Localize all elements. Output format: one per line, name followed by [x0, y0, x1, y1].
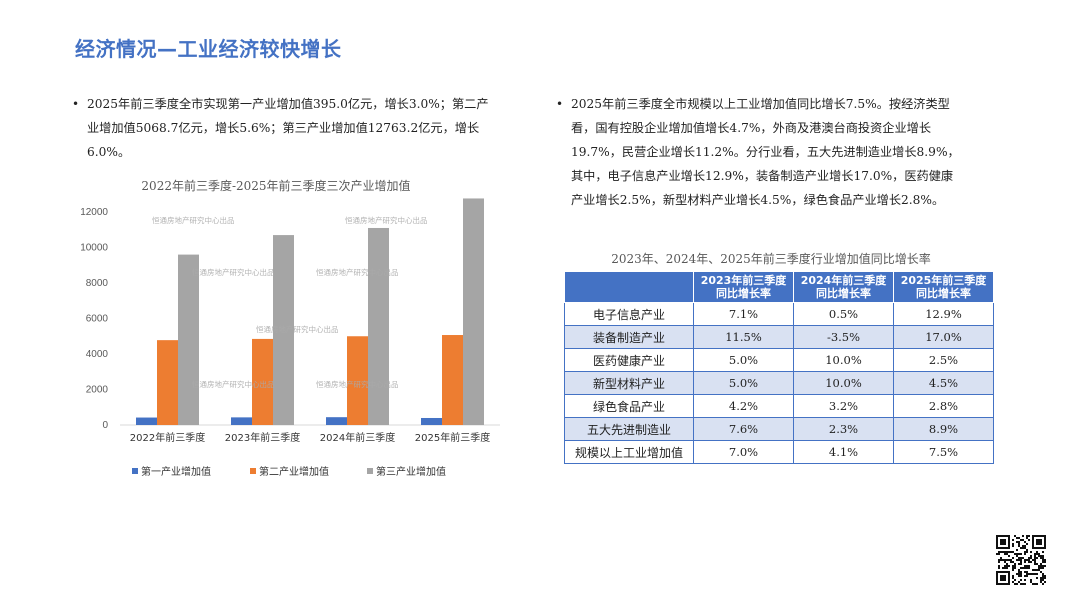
legend-swatch — [132, 468, 138, 474]
watermark-text: 恒通房地产研究中心出品 — [256, 324, 339, 334]
x-tick-label: 2022年前三季度 — [130, 431, 205, 444]
row-value: 4.5% — [893, 371, 994, 395]
bar — [442, 335, 463, 425]
row-value: 8.9% — [893, 417, 994, 441]
row-label: 新型材料产业 — [564, 371, 694, 395]
watermark-text: 恒通房地产研究中心出品 — [152, 215, 235, 225]
bar — [463, 198, 484, 425]
legend-label: 第二产业增加值 — [259, 465, 329, 478]
row-label: 电子信息产业 — [564, 302, 694, 326]
table-row: 医药健康产业 5.0% 10.0% 2.5% — [564, 348, 994, 372]
row-value: 5.0% — [693, 348, 794, 372]
row-label: 医药健康产业 — [564, 348, 694, 372]
bar — [178, 254, 199, 425]
row-value: 7.6% — [693, 417, 794, 441]
row-value: 17.0% — [893, 325, 994, 349]
bullet-right-text: 2025年前三季度全市规模以上工业增加值同比增长7.5%。按经济类型看，国有控股… — [571, 97, 960, 207]
table-row: 五大先进制造业 7.6% 2.3% 8.9% — [564, 417, 994, 441]
bar — [368, 227, 389, 425]
x-tick-label: 2024年前三季度 — [320, 431, 395, 444]
table-row: 规模以上工业增加值 7.0% 4.1% 7.5% — [564, 440, 994, 464]
table-header-cell — [564, 271, 694, 303]
table-header-row: 2023年前三季度 同比增长率 2024年前三季度 同比增长率 2025年前三季度 同比增… — [564, 271, 994, 303]
row-label: 五大先进制造业 — [564, 417, 694, 441]
row-value: 12.9% — [893, 302, 994, 326]
row-value: -3.5% — [793, 325, 894, 349]
row-value: 7.5% — [893, 440, 994, 464]
bar — [273, 235, 294, 425]
watermark-text: 恒通房地产研究中心出品 — [192, 379, 275, 389]
row-value: 11.5% — [693, 325, 794, 349]
row-value: 5.0% — [693, 371, 794, 395]
y-tick-label: 10000 — [80, 243, 108, 254]
table-row: 新型材料产业 5.0% 10.0% 4.5% — [564, 371, 994, 395]
bullet-dot: • — [556, 97, 564, 111]
y-tick-label: 2000 — [86, 385, 109, 396]
table-header-cell: 2024年前三季度 同比增长率 — [793, 271, 894, 303]
row-value: 3.2% — [793, 394, 894, 418]
bar — [347, 336, 368, 425]
bar — [157, 340, 178, 425]
table-header-cell: 2025年前三季度 同比增长率 — [893, 271, 994, 303]
bar — [231, 417, 252, 425]
y-tick-label: 4000 — [86, 349, 109, 360]
row-value: 10.0% — [793, 371, 894, 395]
legend-swatch — [250, 468, 256, 474]
bullet-left: • 2025年前三季度全市实现第一产业增加值395.0亿元，增长3.0%；第二产… — [72, 92, 497, 164]
y-tick-label: 8000 — [86, 278, 109, 289]
bar — [252, 338, 273, 425]
bar — [326, 417, 347, 425]
table-title: 2023年、2024年、2025年前三季度行业增加值同比增长率 — [611, 252, 931, 266]
qr-code-icon — [996, 535, 1046, 585]
row-value: 10.0% — [793, 348, 894, 372]
bar — [421, 417, 442, 425]
y-tick-label: 6000 — [86, 314, 109, 325]
table-row: 绿色食品产业 4.2% 3.2% 2.8% — [564, 394, 994, 418]
row-label: 绿色食品产业 — [564, 394, 694, 418]
table-row: 装备制造产业 11.5% -3.5% 17.0% — [564, 325, 994, 349]
row-value: 7.1% — [693, 302, 794, 326]
row-value: 7.0% — [693, 440, 794, 464]
bullet-left-text: 2025年前三季度全市实现第一产业增加值395.0亿元，增长3.0%；第二产业增… — [87, 97, 489, 159]
legend-swatch — [367, 468, 373, 474]
y-tick-label: 0 — [102, 420, 108, 431]
x-tick-label: 2023年前三季度 — [225, 431, 300, 444]
bullet-dot: • — [72, 97, 80, 111]
row-value: 2.3% — [793, 417, 894, 441]
watermark-text: 恒通房地产研究中心出品 — [316, 379, 399, 389]
bar — [136, 417, 157, 425]
legend-label: 第三产业增加值 — [376, 465, 446, 478]
page-title: 经济情况—工业经济较快增长 — [75, 37, 342, 61]
legend-label: 第一产业增加值 — [141, 465, 211, 478]
row-label: 规模以上工业增加值 — [564, 440, 694, 464]
growth-table: 2023年前三季度 同比增长率 2024年前三季度 同比增长率 2025年前三季度 同比增… — [564, 271, 994, 464]
row-label: 装备制造产业 — [564, 325, 694, 349]
row-value: 2.5% — [893, 348, 994, 372]
watermark-text: 恒通房地产研究中心出品 — [192, 267, 275, 277]
x-tick-label: 2025年前三季度 — [415, 431, 490, 444]
y-tick-label: 12000 — [80, 207, 108, 218]
chart-title: 2022年前三季度-2025年前三季度三次产业增加值 — [141, 179, 411, 193]
table-header-cell: 2023年前三季度 同比增长率 — [693, 271, 794, 303]
table-row: 电子信息产业 7.1% 0.5% 12.9% — [564, 302, 994, 326]
row-value: 2.8% — [893, 394, 994, 418]
bullet-right: • 2025年前三季度全市规模以上工业增加值同比增长7.5%。按经济类型看，国有… — [556, 92, 963, 212]
watermark-text: 恒通房地产研究中心出品 — [345, 215, 428, 225]
watermark-text: 恒通房地产研究中心出品 — [316, 267, 399, 277]
row-value: 4.1% — [793, 440, 894, 464]
bar-chart: 0 2000 4000 6000 8000 10000 12000 2022年前三季度 2023… — [80, 198, 500, 478]
row-value: 0.5% — [793, 302, 894, 326]
row-value: 4.2% — [693, 394, 794, 418]
